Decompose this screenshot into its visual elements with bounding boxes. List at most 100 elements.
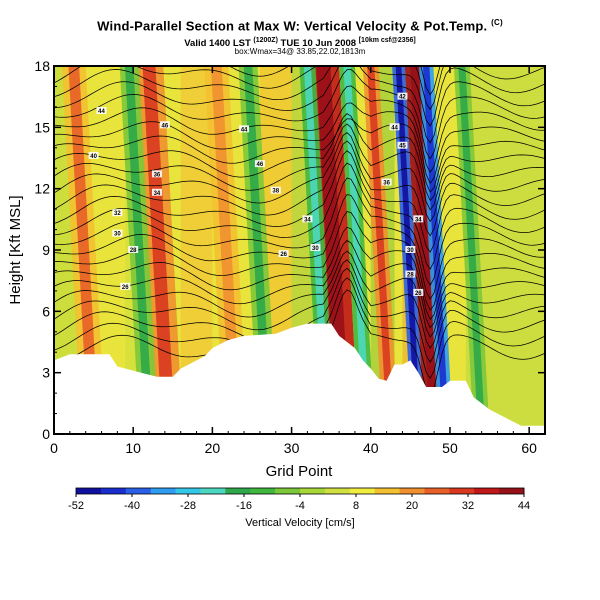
contour-label: 36 [151,170,162,178]
svg-text:26: 26 [415,291,422,297]
y-tick-label: 9 [42,242,50,258]
subtitle-date: TUE 10 Jun 2008 [277,38,359,50]
svg-text:38: 38 [272,189,279,195]
contour-label: 38 [270,186,281,195]
chart-subtitle-line2: box:Wmax=34@ 33.85,22.02,1813m [234,47,366,56]
contour-label: 28 [405,270,416,279]
isentrope-line [54,132,545,223]
colorbar-swatch [349,488,376,494]
colorbar-swatch [300,488,326,494]
contour-label: 34 [151,188,162,197]
y-tick-label: 3 [42,365,50,381]
x-tick-label: 60 [521,440,537,456]
svg-text:44: 44 [98,109,105,115]
colorbar-swatch [449,488,475,494]
y-axis-title: Height [Kft MSL] [7,195,24,304]
updraft-band-core [142,66,176,434]
svg-text:28: 28 [130,248,137,254]
svg-text:42: 42 [399,95,406,101]
contour-label: 32 [112,209,123,217]
colorbar-swatch [399,488,425,494]
svg-text:28: 28 [407,273,414,279]
downdraft-band-core [458,66,486,434]
isentrope-contours: 44 46 40 36 34 32 30 28 26 44 46 38 34 30 26 42 44 45 36 34… [54,66,545,397]
contour-label: 30 [112,229,123,238]
colorbar-tick-label: 44 [518,500,530,512]
isentrope-line [54,113,545,202]
x-tick-label: 50 [442,440,458,456]
chart-subtitle: Valid 1400 LST (1200Z) TUE 10 Jun 2008 [… [0,37,600,49]
colorbar-swatch [324,488,351,494]
contour-label: 26 [278,250,289,258]
y-tick-label: 0 [42,426,50,442]
x-tick-label: 30 [284,440,300,456]
x-axis-title: Grid Point [266,463,334,480]
isentrope-line [54,240,545,329]
colorbar-swatch [225,488,251,494]
svg-text:46: 46 [162,123,169,129]
contour-label: 34 [413,215,424,223]
x-tick-label: 0 [50,440,58,456]
y-tick-label: 6 [42,303,50,319]
subtitle-valid: Valid 1400 LST [184,38,254,50]
isentrope-line [54,162,545,270]
colorbar-swatch [275,488,301,494]
chart-title-mark: (C) [491,18,503,27]
svg-text:26: 26 [122,285,129,291]
contour-label: 44 [389,123,400,131]
svg-text:44: 44 [241,127,248,133]
updraft-band-core [367,66,395,434]
contour-label: 28 [128,246,139,254]
contour-label: 40 [88,151,99,160]
isentrope-line [54,140,545,237]
colorbar-tick-label: -52 [68,500,84,512]
colorbar-tick-label: -4 [295,500,305,512]
isentrope-line [54,85,545,174]
svg-text:34: 34 [154,191,161,197]
contour-label: 26 [413,288,424,297]
colorbar-title: Vertical Velocity [cm/s] [245,517,354,529]
y-tick-label: 15 [34,119,50,135]
isentrope-line [54,150,545,253]
isentrope-line [54,118,545,193]
terrain-mask [54,323,545,434]
colorbar-swatch [374,488,401,494]
contour-label: 36 [381,178,392,187]
subtitle-utc: (1200Z) [253,37,278,44]
svg-text:30: 30 [407,248,414,254]
colorbar-tick-label: -40 [124,500,140,512]
contour-label: 45 [397,141,408,150]
contour-label: 30 [310,243,321,252]
svg-text:32: 32 [114,211,121,217]
isentrope-line [54,69,545,160]
colorbar-swatch [200,488,226,494]
svg-text:40: 40 [90,154,97,160]
isentrope-line [54,177,545,286]
isentrope-line [54,226,545,321]
subtitle-grid: [10km csf@2356] [358,37,416,44]
contour-label: 46 [254,160,265,168]
svg-text:34: 34 [415,217,422,223]
isentrope-line [54,250,545,338]
colorbar-swatch [76,488,102,494]
contour-label: 42 [397,92,408,101]
x-tick-label: 20 [205,440,221,456]
y-tick-label: 18 [34,58,50,74]
colorbar-swatch [499,488,525,494]
chart-title: Wind-Parallel Section at Max W: Vertical… [0,18,600,33]
colorbar-swatch [100,488,127,494]
colorbar-tick-label: -28 [180,500,196,512]
contour-label: 46 [159,121,170,129]
y-tick-label: 12 [34,181,50,197]
svg-text:30: 30 [114,232,121,238]
isentrope-line [54,123,545,211]
colorbar-swatch [175,488,201,494]
updraft-band-core [410,66,439,434]
colorbar-swatch [125,488,152,494]
colorbar: -52 -40 -28 -16 -4 8 20 32 44 [68,487,530,512]
contour-label: 34 [302,215,313,223]
colorbar-tick-label: 20 [406,500,418,512]
contour-label: 26 [120,282,131,291]
